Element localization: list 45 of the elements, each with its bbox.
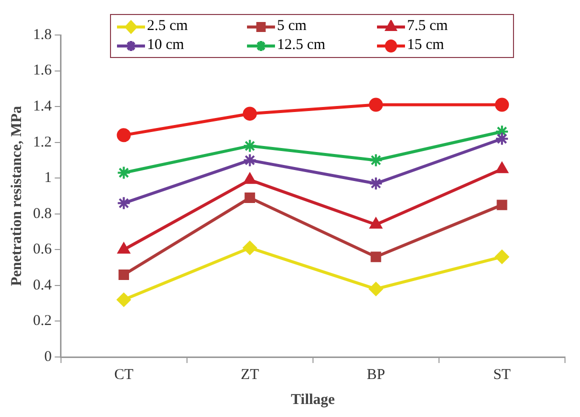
- x-tick-label: ST: [493, 366, 511, 383]
- y-axis-title: Penetration resistance, MPa: [8, 105, 25, 286]
- point: [116, 292, 131, 307]
- x-tick-label: ZT: [240, 366, 260, 383]
- y-tick-label: 1.6: [33, 62, 52, 79]
- point: [244, 192, 256, 204]
- legend-label: 5 cm: [277, 18, 307, 35]
- point: [118, 242, 130, 254]
- y-tick-label: 1.4: [33, 98, 52, 114]
- point: [368, 153, 383, 168]
- point: [496, 200, 508, 210]
- point: [116, 196, 131, 210]
- point: [116, 166, 131, 180]
- point: [370, 218, 382, 229]
- x-tick-label: BP: [366, 366, 386, 383]
- point: [494, 250, 509, 264]
- point: [118, 269, 130, 280]
- point: [242, 106, 257, 121]
- point: [242, 138, 257, 153]
- point: [494, 132, 509, 146]
- y-tick-label: 1.2: [33, 134, 52, 150]
- point: [242, 153, 257, 168]
- legend-label: 10 cm: [147, 37, 184, 54]
- y-tick-label: 1: [44, 170, 52, 186]
- x-tick-label: CT: [114, 366, 134, 383]
- point: [368, 98, 383, 112]
- point: [496, 162, 508, 174]
- point: [244, 172, 256, 184]
- point: [370, 252, 382, 262]
- legend-label: 2.5 cm: [147, 18, 188, 35]
- legend-label: 15 cm: [407, 37, 444, 54]
- point: [494, 98, 509, 112]
- y-tick-label: 0: [44, 348, 52, 365]
- point: [368, 176, 383, 190]
- y-tick-label: 1.8: [33, 26, 52, 43]
- legend-label: 7.5 cm: [407, 18, 448, 35]
- x-axis-title: Tillage: [290, 392, 336, 408]
- y-tick-label: 0.6: [33, 242, 52, 258]
- y-tick-label: 0.2: [33, 313, 52, 330]
- point: [242, 240, 257, 255]
- y-tick-label: 0.8: [33, 206, 52, 222]
- legend-label: 12.5 cm: [277, 37, 326, 54]
- point: [116, 128, 131, 142]
- y-tick-label: 0.4: [33, 277, 52, 294]
- point: [368, 282, 383, 296]
